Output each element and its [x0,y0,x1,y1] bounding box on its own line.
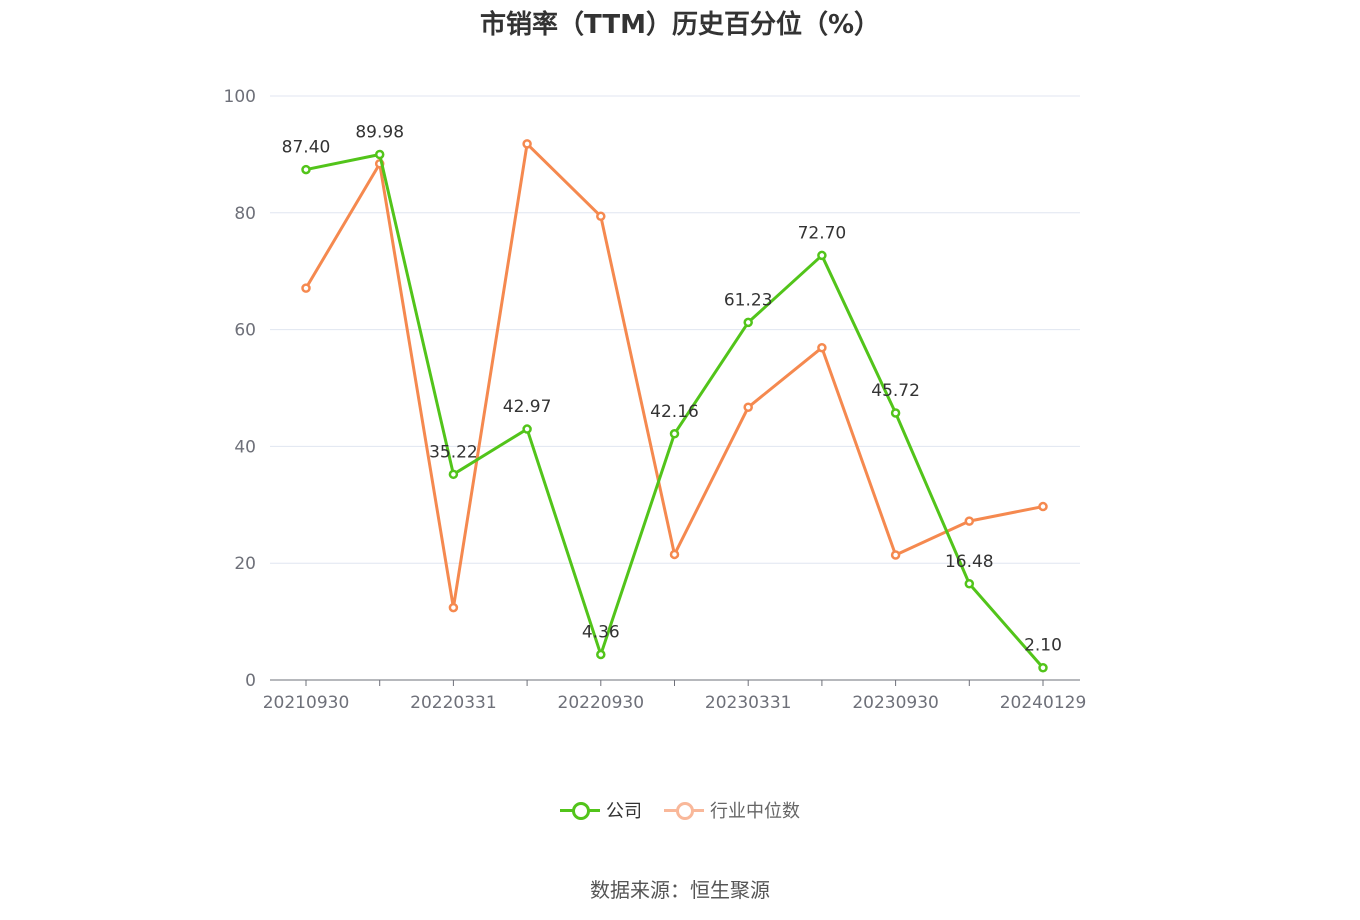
x-tick-label-8: 20230930 [852,693,939,713]
legend-industry-median-label: 行业中位数 [710,801,800,822]
series-0-point-0 [301,164,311,175]
chart-title: 市销率（TTM）历史百分位（%） [480,10,880,40]
series-0-point-2 [448,469,459,480]
data-label-10: 2.10 [1024,636,1062,656]
y-tick-label-40: 40 [234,437,256,457]
source-note: 数据来源：恒生聚源 [590,878,770,902]
series-0-point-1 [374,149,385,160]
series-lines [301,139,1048,673]
x-tick-label-2: 20220331 [410,693,497,713]
series-0-point-10 [1038,662,1048,673]
series-0-point-6 [743,317,753,328]
x-tick-label-10: 20240129 [1000,693,1087,713]
data-label-5: 42.16 [650,402,699,422]
y-tick-label-0: 0 [245,671,256,691]
data-label-9: 16.48 [945,552,994,572]
legend-item-company[interactable]: 公司 [560,797,642,823]
series-0-point-9 [964,579,975,589]
y-tick-label-80: 80 [234,204,256,224]
series-1-point-9 [964,516,975,526]
series-1-point-3 [522,139,532,149]
series-1-point-2 [448,602,459,613]
series-1-point-8 [890,550,901,560]
data-labels: 87.40 89.98 35.22 42.97 4.36 42.16 61.23 72.70 4… [282,123,1062,656]
data-label-8: 45.72 [871,381,920,401]
legend: 公司 行业中位数 [0,797,1360,823]
series-1-point-6 [743,402,753,413]
series-0-point-7 [817,250,827,261]
y-tick-label-20: 20 [234,554,256,574]
x-tick-label-0: 20210930 [263,693,350,713]
series-0-point-5 [669,429,680,439]
series-1-point-7 [817,342,827,353]
data-label-4: 4.36 [582,623,620,643]
series-0-point-8 [890,408,901,418]
x-tick-label-4: 20220930 [558,693,645,713]
series-1-point-4 [596,211,606,222]
legend-company-icon [560,798,600,822]
data-label-1: 89.98 [355,123,404,143]
series-1-point-0 [301,283,311,293]
series-line-1 [304,142,1044,610]
series-0-point-3 [522,424,532,434]
series-1-point-10 [1038,501,1048,512]
data-label-7: 72.70 [798,223,847,243]
series-1-point-5 [669,549,680,560]
series-0-point-4 [596,649,606,660]
y-tick-label-60: 60 [234,321,256,341]
data-label-6: 61.23 [724,290,773,310]
legend-item-industry-median[interactable]: 行业中位数 [664,797,800,823]
grid-lines [270,95,1080,564]
y-tick-label-100: 100 [224,87,256,107]
data-label-2: 35.22 [429,442,478,462]
data-label-0: 87.40 [282,138,331,158]
axes: 0 20 40 60 80 100 20210930 20220331 20220930 2023… [224,87,1087,713]
data-label-3: 42.97 [503,397,552,417]
legend-company-label: 公司 [606,801,642,822]
legend-industry-median-icon [664,798,704,822]
x-tick-label-6: 20230331 [705,693,792,713]
